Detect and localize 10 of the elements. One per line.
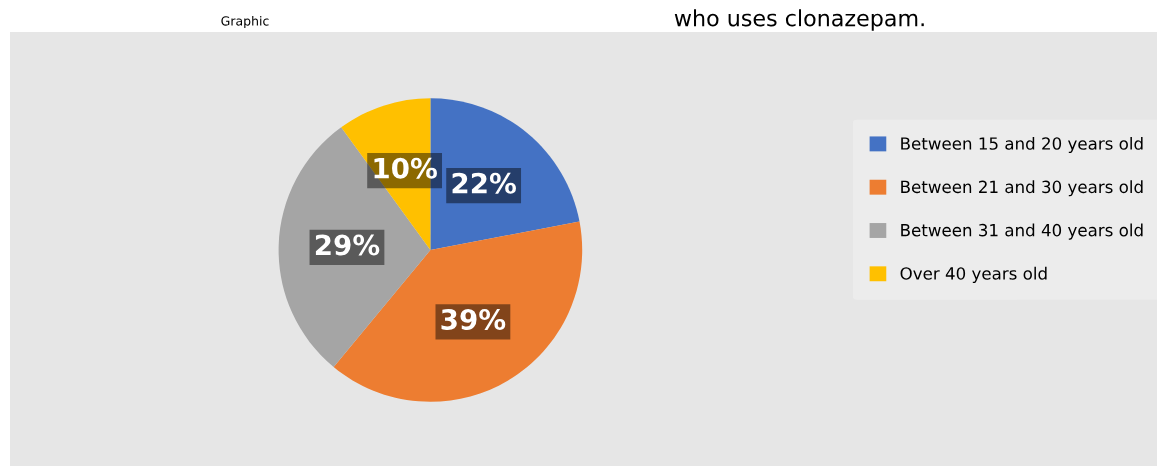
- data-label: 10%: [374, 157, 437, 179]
- text: Graphic: [221, 15, 269, 29]
- data-label: 29%: [315, 234, 380, 256]
- chart-title: who uses clonazepam.: [674, 9, 924, 31]
- legend-label: Between 21 and 30 years old: [901, 180, 1143, 197]
- legend-label: Between 15 and 20 years old: [901, 136, 1143, 154]
- data-label: 22%: [452, 172, 516, 194]
- data-label: 39%: [441, 308, 506, 330]
- legend-label: Between 31 and 40 years old: [901, 223, 1143, 240]
- legend-label: Over 40 years old: [900, 266, 1047, 283]
